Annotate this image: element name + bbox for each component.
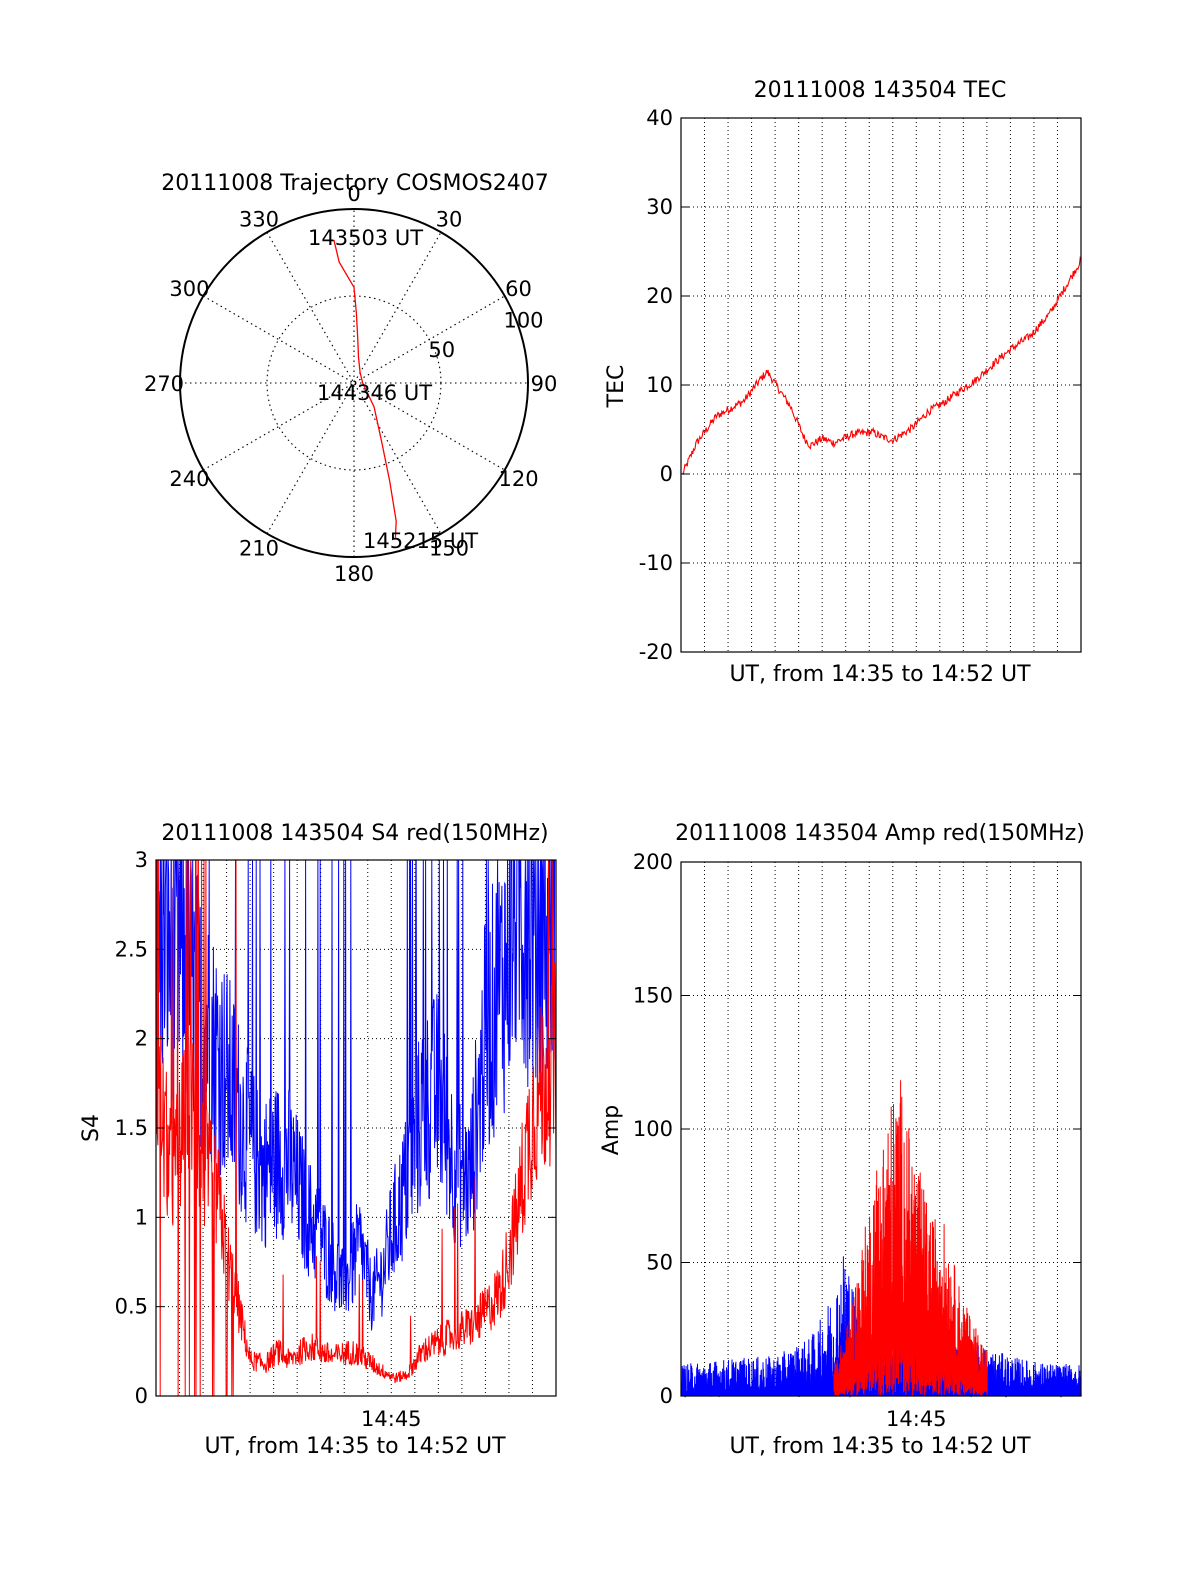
amp-xlabel: UT, from 14:35 to 14:52 UT: [729, 1434, 1031, 1459]
polar-angle-label: 240: [169, 467, 209, 491]
amp-ytick-label: 200: [633, 850, 673, 874]
amp-line-red: [833, 1080, 988, 1397]
polar-angle-label: 0: [347, 182, 360, 206]
s4-ylabel: S4: [79, 1114, 104, 1142]
amp-ytick-label: 50: [646, 1251, 673, 1275]
amp-ytick-label: 100: [633, 1117, 673, 1141]
amp-x-ticks: 14:45: [886, 1407, 947, 1431]
s4-ytick-label: 3: [135, 848, 148, 872]
tec-title: 20111008 143504 TEC: [754, 78, 1007, 103]
polar-spoke: [203, 295, 505, 471]
polar-angle-label: 150: [429, 537, 469, 561]
polar-spoke: [203, 295, 505, 471]
s4-ytick-label: 1.5: [115, 1116, 148, 1140]
polar-radial-label: 100: [503, 308, 543, 332]
s4-ytick-label: 0: [135, 1384, 148, 1408]
amp-xtick-label: 14:45: [886, 1407, 947, 1431]
tec-line: [682, 255, 1082, 476]
tec-frame: [680, 117, 1082, 653]
polar-annotation-mid: 144346 UT: [317, 381, 432, 405]
tec-ytick-label: 40: [646, 106, 673, 130]
polar-angle-labels: 0 30 60 90 120 150 180 210 240 270 300 330: [144, 182, 557, 586]
tec-ylabel: TEC: [604, 365, 629, 409]
s4-line-red: [155, 859, 557, 1397]
tec-ytick-label: -20: [639, 640, 673, 664]
s4-ytick-label: 2.5: [115, 937, 148, 961]
polar-trajectory-line: [333, 239, 397, 538]
polar-angle-label: 30: [436, 207, 463, 231]
s4-xtick-label: 14:45: [361, 1407, 422, 1431]
tec-ytick-label: 0: [660, 462, 673, 486]
amp-y-ticks: 0 50 100 150 200: [633, 850, 1081, 1408]
tec-series: [682, 255, 1082, 476]
polar-angle-label: 90: [531, 372, 558, 396]
polar-spoke: [266, 232, 442, 534]
amp-series: [680, 1080, 1082, 1398]
polar-angle-label: 120: [498, 467, 538, 491]
polar-angle-label: 60: [505, 277, 532, 301]
polar-angle-label: 300: [169, 277, 209, 301]
tec-grid: [681, 118, 1081, 652]
polar-series: [333, 239, 397, 538]
s4-ytick-label: 1: [135, 1205, 148, 1229]
polar-annotation-end: 145215 UT: [363, 529, 478, 553]
amp-chart: 20111008 143504 Amp red(150MHz) 0 50 100 15…: [599, 821, 1085, 1459]
polar-spoke: [266, 232, 442, 534]
s4-frame: [155, 859, 557, 1397]
s4-chart: 20111008 143504 S4 red(150MHz) 0 0.5 1 1.5 2…: [79, 821, 557, 1459]
polar-radial-labels: 50 100: [428, 308, 543, 362]
polar-angle-label: 330: [239, 207, 279, 231]
polar-grid: [179, 208, 529, 558]
tec-ytick-label: 30: [646, 195, 673, 219]
polar-angle-label: 180: [334, 562, 374, 586]
tec-ytick-label: -10: [639, 551, 673, 575]
amp-frame: [680, 861, 1082, 1397]
polar-angle-label: 270: [144, 372, 184, 396]
polar-title: 20111008 Trajectory COSMOS2407: [161, 171, 548, 196]
s4-ytick-label: 0.5: [115, 1295, 148, 1319]
amp-ylabel: Amp: [599, 1105, 624, 1155]
polar-angle-label: 210: [239, 537, 279, 561]
s4-ytick-label: 2: [135, 1027, 148, 1051]
amp-ytick-label: 0: [660, 1384, 673, 1408]
s4-y-ticks: 0 0.5 1 1.5 2 2.5 3: [115, 848, 556, 1408]
tec-ytick-label: 10: [646, 373, 673, 397]
tec-xlabel: UT, from 14:35 to 14:52 UT: [729, 662, 1031, 687]
tec-ytick-label: 20: [646, 284, 673, 308]
polar-radial-label: 50: [428, 338, 455, 362]
s4-line-blue: [155, 859, 556, 1331]
polar-annotation-start: 143503 UT: [308, 226, 423, 250]
s4-series: [155, 859, 557, 1397]
amp-ytick-label: 150: [633, 984, 673, 1008]
s4-title: 20111008 143504 S4 red(150MHz): [161, 821, 548, 846]
s4-x-ticks: 14:45: [361, 1407, 422, 1431]
amp-title: 20111008 143504 Amp red(150MHz): [675, 821, 1085, 846]
polar-trajectory-chart: 20111008 Trajectory COSMOS2407 0 30 60 90 12…: [144, 171, 557, 586]
s4-xlabel: UT, from 14:35 to 14:52 UT: [204, 1434, 506, 1459]
